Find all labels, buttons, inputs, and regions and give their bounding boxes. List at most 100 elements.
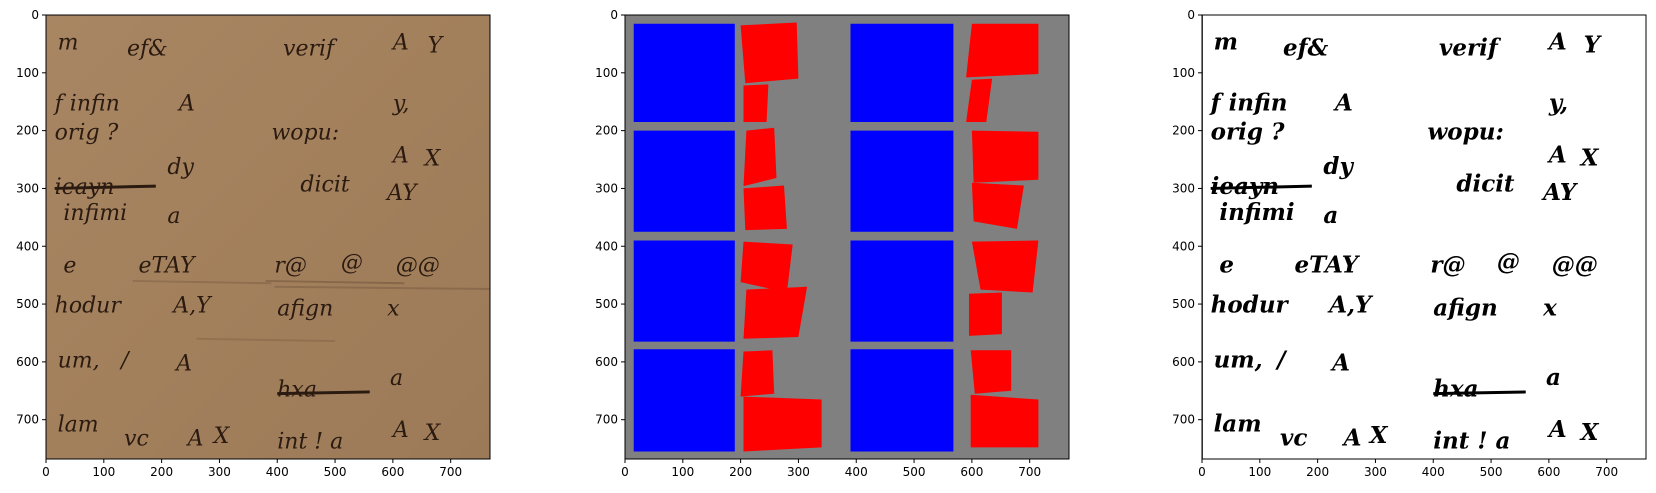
y-tick-label: 500 [595,297,618,311]
handwriting-word: verif [283,36,338,61]
handwriting-word: A [1547,29,1567,56]
y-tick-label: 500 [1172,297,1195,311]
red-region [743,396,822,452]
handwriting-word: f infin [1209,89,1288,116]
handwriting-word: / [119,349,131,374]
red-region [743,84,769,122]
x-tick-label: 300 [787,465,810,479]
x-tick-label: 100 [671,465,694,479]
handwriting-word: AY [1541,179,1579,206]
handwriting-word: y, [392,91,410,116]
ink-smudge [265,279,405,285]
handwriting-word: m [1214,29,1238,56]
handwriting-word: a [167,204,180,229]
handwriting-word: / [1275,347,1288,374]
y-tick-label: 700 [1172,413,1195,427]
y-tick-label: 400 [16,239,39,253]
handwriting-word: ef& [127,36,168,61]
axes-frame [1201,14,1647,460]
handwriting-word: X [1579,144,1600,171]
handwriting-word: A,Y [171,294,213,319]
handwriting-word: X [423,421,442,446]
handwriting-word: x [387,297,400,322]
handwriting-word: @ [341,250,363,275]
handwriting-word: e [63,253,76,278]
handwriting-word: X [1368,422,1389,449]
handwriting-word: AY [385,181,419,206]
handwriting-word: infimi [1219,199,1294,226]
handwriting-word: eTAY [139,253,197,278]
ink-smudge [132,279,272,285]
red-region [969,292,1002,336]
panel-layout: 0 100 200 300 400 500 600 700 0 100 200 300 400 500 60… [595,8,1070,479]
axes-frame [45,14,491,460]
handwriting-word: @@ [1552,251,1598,278]
x-tick-label: 0 [1198,465,1206,479]
handwriting-word: X [212,424,231,449]
x-tick-label: 200 [150,465,173,479]
handwriting-word: afign [1433,295,1497,322]
red-region [966,78,993,122]
handwriting-word: hodur [1211,292,1290,319]
y-tick-label: 100 [1172,66,1195,80]
handwriting-word: verif [1439,34,1502,61]
handwriting-word: eTAY [1295,251,1361,278]
handwriting-word: a [1546,364,1561,391]
x-tick-label: 600 [381,465,404,479]
handwriting-word: dy [1323,153,1354,180]
red-region [966,23,1039,78]
handwriting-word: m [58,31,79,56]
y-tick-label: 0 [1187,8,1195,22]
handwriting-word: e [1219,251,1234,278]
handwriting-word: lam [58,412,99,437]
panel-content [625,15,1069,459]
handwriting-word: orig ? [1211,118,1285,145]
blue-region [850,349,954,452]
y-tick-label: 600 [595,355,618,369]
handwriting-word: wopu: [1427,118,1503,145]
handwriting-word: A,Y [1327,292,1374,319]
y-tick-label: 200 [595,124,618,138]
blue-region [633,349,735,452]
blue-region [633,23,735,123]
handwriting-word: Y [428,34,445,59]
strike-line [1210,184,1312,190]
handwriting-word: hodur [55,294,123,319]
y-tick-label: 0 [31,8,39,22]
handwriting-word: a [390,366,403,391]
y-tick-label: 300 [1172,181,1195,195]
blue-region [850,240,954,342]
handwriting-word: A [177,91,195,116]
handwriting-word: ef& [1283,34,1329,61]
x-tick-label: 0 [621,465,629,479]
parchment-background [46,15,490,459]
blue-region [850,130,954,232]
red-region [740,241,793,293]
x-tick-label: 0 [42,465,50,479]
blue-region [850,23,954,123]
ink-smudge [274,285,490,290]
red-region [970,394,1039,448]
handwriting-word: dicit [300,172,349,197]
y-tick-label: 400 [595,239,618,253]
x-tick-label: 700 [439,465,462,479]
binarized-background [1202,15,1646,459]
handwriting-word: Y [1584,32,1603,59]
handwriting-word: a [1323,202,1338,229]
red-region [743,185,787,231]
handwriting-word: lam [1214,410,1262,437]
handwriting-word: um, [58,349,100,374]
handwriting-word: A [1330,350,1350,377]
strike-line [277,390,370,396]
handwriting-word: A [391,143,409,168]
handwriting-word: A [1547,141,1567,168]
y-tick-label: 100 [16,66,39,80]
red-region [971,240,1039,293]
handwriting-word: orig ? [55,120,119,145]
handwriting-word: A [391,31,409,56]
y-tick-label: 500 [16,297,39,311]
strike-line [54,184,156,190]
red-region [743,286,808,339]
